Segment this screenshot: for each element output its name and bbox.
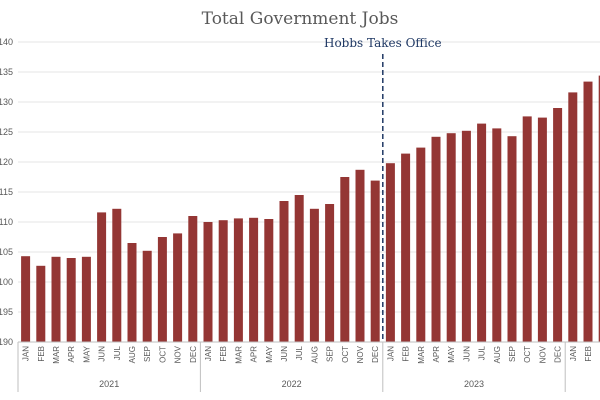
y-tick-label: 195 [0, 307, 13, 317]
x-tick-label: JAN [569, 346, 578, 361]
x-tick-label: APR [432, 346, 441, 363]
bar [173, 233, 183, 342]
x-tick-label: JAN [386, 346, 395, 361]
bar [97, 212, 107, 342]
bar [127, 243, 137, 342]
bar [340, 177, 350, 342]
y-tick-label: 135 [0, 67, 13, 77]
x-tick-label: JUL [113, 345, 122, 360]
x-tick-label: NOV [356, 345, 365, 363]
x-tick-label: AUG [493, 346, 502, 363]
x-tick-label: JAN [204, 346, 213, 361]
bar [249, 217, 259, 342]
x-tick-label: FEB [402, 346, 411, 362]
bar [568, 92, 578, 343]
bar [112, 208, 122, 342]
bar [553, 108, 563, 342]
annotation: Hobbs Takes Office [324, 36, 442, 342]
x-tick-label: SEP [508, 346, 517, 362]
y-tick-label: 140 [0, 37, 13, 47]
y-tick-label: 100 [0, 277, 13, 287]
x-tick-label: NOV [174, 345, 183, 363]
x-tick-label: SEP [143, 346, 152, 362]
y-tick-label: 125 [0, 127, 13, 137]
bar [583, 81, 593, 342]
bar [264, 219, 274, 342]
bar [188, 216, 198, 342]
x-tick-label: AUG [310, 346, 319, 363]
bar [370, 180, 380, 342]
bar [218, 220, 228, 342]
x-tick-label: DEC [189, 346, 198, 363]
bar [66, 258, 76, 342]
y-tick-label: 120 [0, 157, 13, 167]
x-tick-label: JAN [22, 346, 31, 361]
x-tick-label: APR [250, 346, 259, 363]
bar [142, 250, 152, 342]
bar [431, 136, 441, 342]
y-axis: 190 195 100 105 110 115 120 125 130 135 140 [0, 37, 13, 347]
x-tick-label: JUL [295, 345, 304, 360]
x-tick-label: OCT [158, 346, 167, 363]
y-tick-label: 110 [0, 217, 13, 227]
x-tick-label: MAR [417, 346, 426, 364]
x-tick-label: JUN [280, 346, 289, 362]
annotation-label: Hobbs Takes Office [324, 36, 442, 50]
x-tick-label: FEB [37, 346, 46, 362]
x-tick-label: MAR [52, 346, 61, 364]
x-tick-label: OCT [523, 346, 532, 363]
x-tick-label: MAY [447, 345, 456, 362]
bar [522, 116, 532, 343]
bar [81, 256, 91, 342]
bar [416, 147, 426, 342]
bar [51, 256, 61, 342]
chart-title: Total Government Jobs [202, 9, 399, 29]
bar [492, 128, 502, 342]
bar [294, 195, 304, 342]
x-tick-label: APR [67, 346, 76, 363]
x-axis: JAN FEB MAR APR MAY JUN JUL AUG SEP OCT NOV DEC JAN F… [17, 341, 600, 392]
year-label: 2022 [282, 379, 302, 389]
bar [537, 117, 547, 342]
x-tick-label: AUG [128, 346, 137, 363]
bar [461, 130, 471, 342]
y-tick-label: 115 [0, 187, 13, 197]
y-tick-label: 130 [0, 97, 13, 107]
bar [355, 169, 365, 342]
x-tick-label: MAY [265, 345, 274, 362]
year-label: 2021 [99, 379, 119, 389]
bar [598, 75, 600, 342]
bar [309, 208, 319, 342]
bar [203, 222, 213, 342]
bar [279, 201, 289, 342]
x-tick-label: FEB [219, 346, 228, 362]
bar [233, 218, 243, 342]
x-tick-label: JUN [98, 346, 107, 362]
x-tick-label: DEC [371, 346, 380, 363]
x-tick-label: MAY [82, 345, 91, 362]
bar [477, 123, 487, 342]
bar [385, 163, 395, 342]
year-label: 2023 [464, 379, 484, 389]
bars [21, 75, 600, 343]
x-tick-label: NOV [538, 345, 547, 363]
x-tick-label: DEC [554, 346, 563, 363]
x-tick-label: SEP [326, 346, 335, 362]
bar [157, 237, 167, 342]
x-tick-label: FEB [584, 346, 593, 362]
bar [36, 265, 46, 342]
bar [21, 256, 31, 342]
x-tick-label: JUL [478, 345, 487, 360]
bar [507, 136, 517, 342]
bar [401, 153, 411, 342]
y-tick-label: 105 [0, 247, 13, 257]
x-tick-label: OCT [341, 346, 350, 363]
bar [325, 204, 335, 342]
bar [446, 133, 456, 342]
x-tick-label: JUN [462, 346, 471, 362]
y-tick-label: 190 [0, 337, 13, 347]
x-tick-label: MAR [234, 346, 243, 364]
